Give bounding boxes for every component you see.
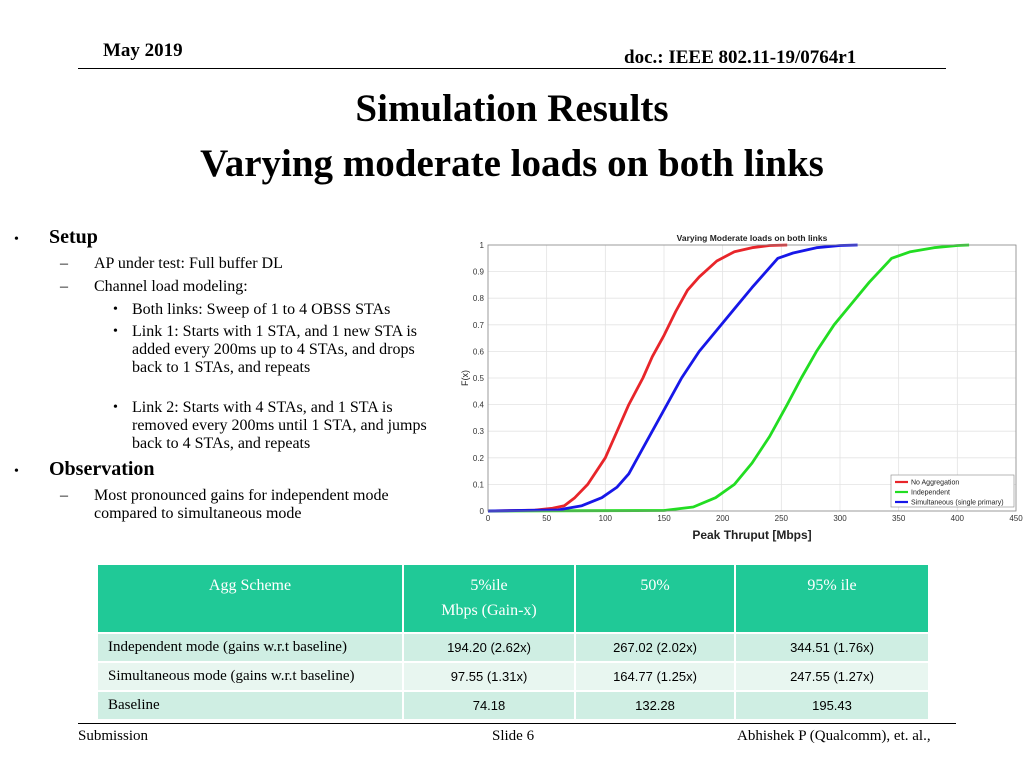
table-cell: Simultaneous mode (gains w.r.t baseline) xyxy=(96,661,404,692)
bullet-dot: • xyxy=(113,302,118,317)
x-tick-label: 150 xyxy=(657,514,671,523)
table-row: Simultaneous mode (gains w.r.t baseline)… xyxy=(96,661,930,692)
legend-entry: Independent xyxy=(911,490,950,497)
dash-marker: – xyxy=(60,255,68,272)
setup-item-ap: AP under test: Full buffer DL xyxy=(94,255,283,272)
legend-entry: No Aggregation xyxy=(911,480,959,487)
y-tick-label: 0.3 xyxy=(473,427,485,436)
header-50-percentile: 50% xyxy=(574,563,736,634)
table-cell: 74.18 xyxy=(402,690,576,721)
y-tick-label: 0.8 xyxy=(473,294,485,303)
footer-author: Abhishek P (Qualcomm), et. al., xyxy=(737,728,931,744)
y-tick-label: 0.4 xyxy=(473,401,485,410)
series-line-no-aggregation xyxy=(487,243,788,513)
y-tick-label: 0.1 xyxy=(473,480,485,489)
header-5-percentile: 5%ile Mbps (Gain-x) xyxy=(402,563,576,634)
x-tick-label: 0 xyxy=(486,514,491,523)
bullet-dot: • xyxy=(14,232,19,247)
header-95-percentile: 95% ile xyxy=(734,563,930,634)
y-tick-label: 0.6 xyxy=(473,347,485,356)
y-axis-label: F(x) xyxy=(460,370,470,386)
y-tick-label: 1 xyxy=(480,241,485,250)
header-date: May 2019 xyxy=(103,40,183,61)
table-cell: 344.51 (1.76x) xyxy=(734,632,930,663)
setup-heading: Setup xyxy=(49,226,98,248)
table-cell: 97.55 (1.31x) xyxy=(402,661,576,692)
footer-divider xyxy=(78,723,956,724)
table-cell: 247.55 (1.27x) xyxy=(734,661,930,692)
chart-title: Varying Moderate loads on both links xyxy=(677,233,828,243)
header-agg-scheme: Agg Scheme xyxy=(96,563,404,634)
observation-item: Most pronounced gains for independent mo… xyxy=(94,487,389,522)
series-lines xyxy=(487,243,970,513)
slide-title: Simulation Results xyxy=(355,87,669,130)
legend: No Aggregation Independent Simultaneous (s… xyxy=(890,474,1015,508)
x-tick-labels: 0 50 100 150 200 250 300 350 400 450 xyxy=(486,514,1023,523)
table-cell: 267.02 (2.02x) xyxy=(574,632,736,663)
footer-slide-number: Slide 6 xyxy=(492,728,535,744)
table-row: Baseline 74.18 132.28 195.43 xyxy=(96,690,930,721)
y-tick-label: 0.5 xyxy=(473,374,485,383)
table-header-row: Agg Scheme 5%ile Mbps (Gain-x) 50% 95% il… xyxy=(96,563,930,634)
channel-sub-link2: Link 2: Starts with 4 STAs, and 1 STA is… xyxy=(132,399,427,452)
legend-entry: Simultaneous (single primary) xyxy=(911,500,1004,507)
dash-marker: – xyxy=(60,487,68,504)
y-tick-labels: 0 0.1 0.2 0.3 0.4 0.5 0.6 0.7 0.8 0.9 1 xyxy=(473,241,485,516)
table-row: Independent mode (gains w.r.t baseline) … xyxy=(96,632,930,663)
series-line-independent xyxy=(487,243,970,513)
bullet-dot: • xyxy=(14,464,19,479)
header-divider xyxy=(78,68,946,69)
dash-marker: – xyxy=(60,278,68,295)
table-cell: Independent mode (gains w.r.t baseline) xyxy=(96,632,404,663)
x-tick-label: 400 xyxy=(951,514,965,523)
y-tick-label: 0.2 xyxy=(473,454,485,463)
results-table: Agg Scheme 5%ile Mbps (Gain-x) 50% 95% il… xyxy=(96,563,930,721)
table-cell: 132.28 xyxy=(574,690,736,721)
x-tick-label: 300 xyxy=(833,514,847,523)
slide-subtitle: Varying moderate loads on both links xyxy=(200,142,824,185)
plot-frame xyxy=(487,244,1017,512)
cdf-chart: 0 50 100 150 200 250 300 350 400 450 0 0.1 0.2 0.3 0.… xyxy=(460,233,1023,542)
x-tick-label: 100 xyxy=(599,514,613,523)
y-tick-label: 0 xyxy=(480,507,485,516)
x-axis-label: Peak Thruput [Mbps] xyxy=(692,528,811,542)
x-tick-label: 50 xyxy=(542,514,551,523)
table-cell: 164.77 (1.25x) xyxy=(574,661,736,692)
channel-sub-link1: Link 1: Starts with 1 STA, and 1 new STA… xyxy=(132,323,417,376)
bullet-dot: • xyxy=(113,324,118,339)
footer-submission: Submission xyxy=(78,728,149,744)
x-tick-label: 350 xyxy=(892,514,906,523)
legend-box xyxy=(890,474,1015,508)
setup-item-channel: Channel load modeling: xyxy=(94,278,248,295)
table-cell: Baseline xyxy=(96,690,404,721)
header-doc-id: doc.: IEEE 802.11-19/0764r1 xyxy=(624,47,857,68)
table-cell: 194.20 (2.62x) xyxy=(402,632,576,663)
table-cell: 195.43 xyxy=(734,690,930,721)
y-tick-label: 0.9 xyxy=(473,268,485,277)
series-line-simultaneous-single-primary xyxy=(487,243,858,513)
x-tick-label: 250 xyxy=(775,514,789,523)
observation-heading: Observation xyxy=(49,458,155,480)
bullet-dot: • xyxy=(113,400,118,415)
y-tick-label: 0.7 xyxy=(473,321,485,330)
channel-sub-both-links: Both links: Sweep of 1 to 4 OBSS STAs xyxy=(132,301,391,318)
x-tick-label: 200 xyxy=(716,514,730,523)
x-tick-label: 450 xyxy=(1009,514,1023,523)
